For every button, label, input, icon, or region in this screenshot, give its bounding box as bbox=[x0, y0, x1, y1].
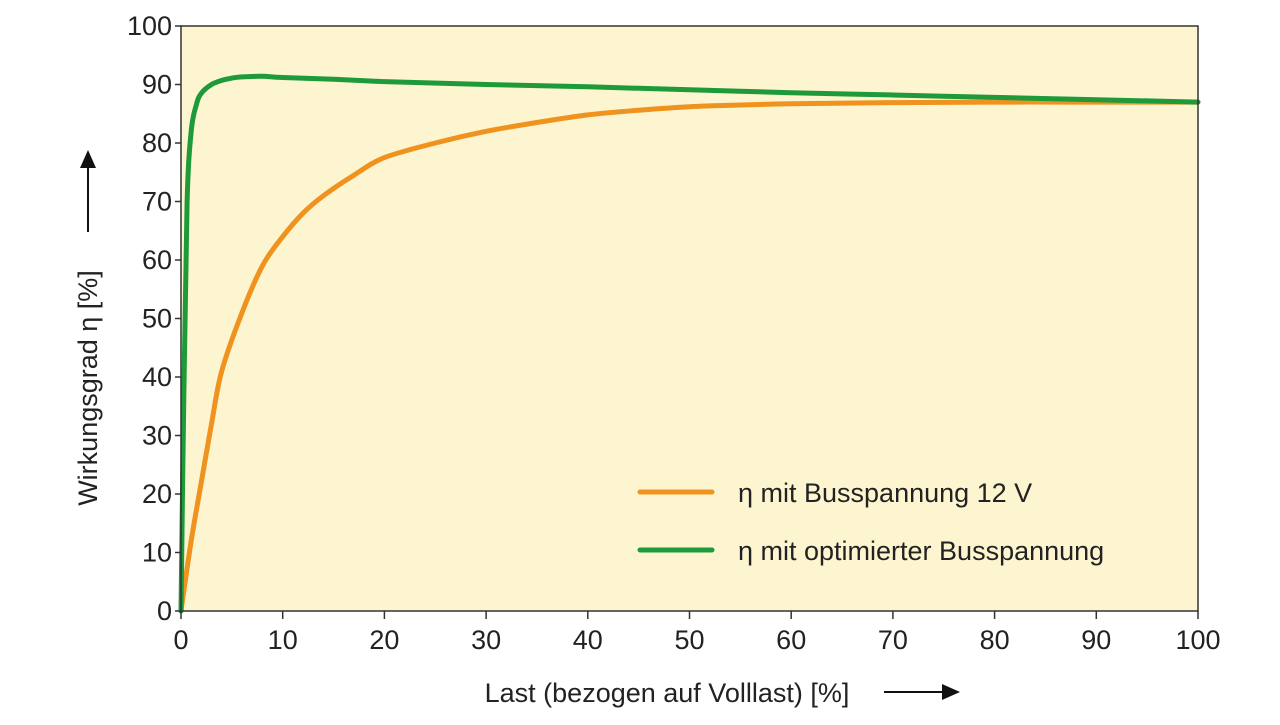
y-tick-label: 100 bbox=[127, 11, 172, 41]
x-tick-label: 60 bbox=[776, 625, 806, 655]
x-tick-label: 70 bbox=[878, 625, 908, 655]
y-tick-label: 90 bbox=[142, 70, 172, 100]
x-axis-arrow-head bbox=[942, 684, 960, 700]
y-axis-arrow-head bbox=[80, 150, 96, 168]
x-tick-label: 20 bbox=[369, 625, 399, 655]
x-tick-label: 10 bbox=[268, 625, 298, 655]
y-tick-label: 30 bbox=[142, 421, 172, 451]
axis-layer: 0 10 20 30 40 50 60 70 80 90 100 0 10 20 30 40 50 60 70 80 9… bbox=[127, 11, 1221, 655]
x-axis-title: Last (bezogen auf Volllast) [%] bbox=[485, 678, 850, 708]
x-tick-label: 100 bbox=[1175, 625, 1220, 655]
series-layer bbox=[178, 73, 1201, 614]
y-tick-label: 60 bbox=[142, 245, 172, 275]
plot-area bbox=[181, 26, 1198, 611]
y-tick-label: 80 bbox=[142, 128, 172, 158]
y-tick-label: 40 bbox=[142, 362, 172, 392]
x-tick-label: 30 bbox=[471, 625, 501, 655]
series-line-1 bbox=[178, 99, 1201, 614]
y-tick-label: 0 bbox=[157, 596, 172, 626]
y-tick-label: 20 bbox=[142, 479, 172, 509]
x-tick-label: 90 bbox=[1081, 625, 1111, 655]
x-tick-label: 50 bbox=[674, 625, 704, 655]
legend-label-1: η mit Busspannung 12 V bbox=[738, 478, 1032, 508]
y-tick-label: 50 bbox=[142, 304, 172, 334]
x-tick-label: 0 bbox=[173, 625, 188, 655]
legend-label-2: η mit optimierter Busspannung bbox=[738, 536, 1104, 566]
x-tick-label: 40 bbox=[573, 625, 603, 655]
series-line-2 bbox=[178, 73, 1201, 614]
legend: η mit Busspannung 12 V η mit optimierter … bbox=[637, 478, 1104, 566]
y-axis-title: Wirkungsgrad η [%] bbox=[73, 270, 103, 506]
y-tick-label: 70 bbox=[142, 187, 172, 217]
x-tick-label: 80 bbox=[980, 625, 1010, 655]
y-tick-label: 10 bbox=[142, 538, 172, 568]
